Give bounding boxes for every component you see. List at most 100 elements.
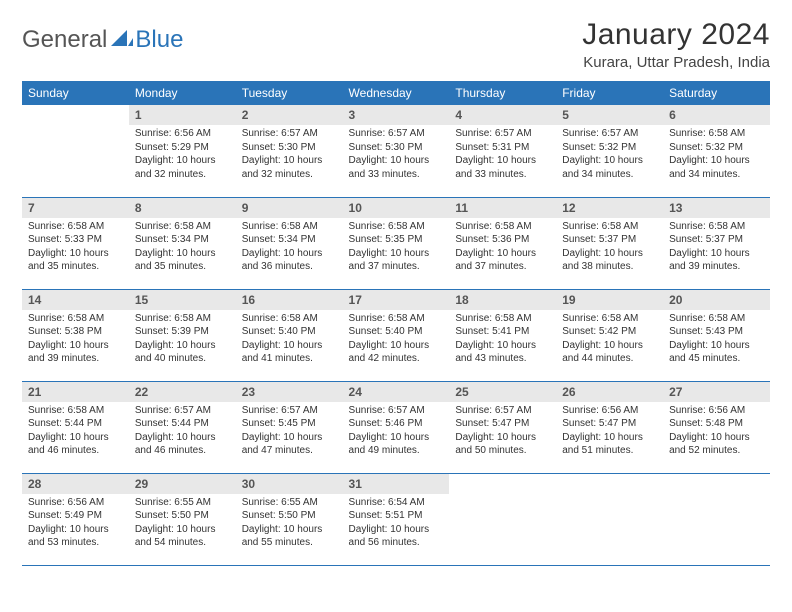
sunset-text: Sunset: 5:34 PM (242, 233, 337, 247)
sunset-text: Sunset: 5:32 PM (669, 141, 764, 155)
sunrise-text: Sunrise: 6:58 AM (242, 220, 337, 234)
day-number: 23 (236, 382, 343, 402)
day-info: Sunrise: 6:57 AMSunset: 5:44 PMDaylight:… (129, 402, 236, 462)
sunset-text: Sunset: 5:48 PM (669, 417, 764, 431)
sunset-text: Sunset: 5:50 PM (242, 509, 337, 523)
calendar-day-cell: 18Sunrise: 6:58 AMSunset: 5:41 PMDayligh… (449, 289, 556, 381)
daylight-text: Daylight: 10 hours and 52 minutes. (669, 431, 764, 458)
day-info: Sunrise: 6:58 AMSunset: 5:35 PMDaylight:… (343, 218, 450, 278)
day-info: Sunrise: 6:58 AMSunset: 5:42 PMDaylight:… (556, 310, 663, 370)
calendar-day-cell: 25Sunrise: 6:57 AMSunset: 5:47 PMDayligh… (449, 381, 556, 473)
weekday-header: Tuesday (236, 81, 343, 105)
day-number: 22 (129, 382, 236, 402)
day-number: 29 (129, 474, 236, 494)
sunset-text: Sunset: 5:37 PM (669, 233, 764, 247)
daylight-text: Daylight: 10 hours and 46 minutes. (28, 431, 123, 458)
calendar-day-cell: 1Sunrise: 6:56 AMSunset: 5:29 PMDaylight… (129, 105, 236, 197)
day-info: Sunrise: 6:57 AMSunset: 5:32 PMDaylight:… (556, 125, 663, 185)
calendar-day-cell: 23Sunrise: 6:57 AMSunset: 5:45 PMDayligh… (236, 381, 343, 473)
day-info: Sunrise: 6:58 AMSunset: 5:36 PMDaylight:… (449, 218, 556, 278)
sunset-text: Sunset: 5:37 PM (562, 233, 657, 247)
calendar-day-cell: 6Sunrise: 6:58 AMSunset: 5:32 PMDaylight… (663, 105, 770, 197)
calendar-day-cell (22, 105, 129, 197)
sunrise-text: Sunrise: 6:58 AM (135, 220, 230, 234)
day-info: Sunrise: 6:57 AMSunset: 5:31 PMDaylight:… (449, 125, 556, 185)
calendar-week-row: 21Sunrise: 6:58 AMSunset: 5:44 PMDayligh… (22, 381, 770, 473)
sunset-text: Sunset: 5:50 PM (135, 509, 230, 523)
sunset-text: Sunset: 5:39 PM (135, 325, 230, 339)
sunset-text: Sunset: 5:46 PM (349, 417, 444, 431)
day-number: 9 (236, 198, 343, 218)
sunrise-text: Sunrise: 6:56 AM (669, 404, 764, 418)
calendar-day-cell: 14Sunrise: 6:58 AMSunset: 5:38 PMDayligh… (22, 289, 129, 381)
calendar-day-cell: 17Sunrise: 6:58 AMSunset: 5:40 PMDayligh… (343, 289, 450, 381)
sunset-text: Sunset: 5:51 PM (349, 509, 444, 523)
day-number: 28 (22, 474, 129, 494)
sunrise-text: Sunrise: 6:58 AM (669, 312, 764, 326)
day-info: Sunrise: 6:56 AMSunset: 5:29 PMDaylight:… (129, 125, 236, 185)
day-number: 20 (663, 290, 770, 310)
day-number: 13 (663, 198, 770, 218)
title-block: January 2024 Kurara, Uttar Pradesh, Indi… (582, 18, 770, 71)
day-number: 25 (449, 382, 556, 402)
sunset-text: Sunset: 5:36 PM (455, 233, 550, 247)
weekday-header-row: Sunday Monday Tuesday Wednesday Thursday… (22, 81, 770, 105)
weekday-header: Wednesday (343, 81, 450, 105)
calendar-day-cell (449, 473, 556, 565)
day-info: Sunrise: 6:56 AMSunset: 5:49 PMDaylight:… (22, 494, 129, 554)
calendar-day-cell: 29Sunrise: 6:55 AMSunset: 5:50 PMDayligh… (129, 473, 236, 565)
daylight-text: Daylight: 10 hours and 33 minutes. (455, 154, 550, 181)
sunrise-text: Sunrise: 6:57 AM (349, 404, 444, 418)
day-info: Sunrise: 6:58 AMSunset: 5:39 PMDaylight:… (129, 310, 236, 370)
calendar-day-cell (663, 473, 770, 565)
weekday-header: Thursday (449, 81, 556, 105)
calendar-day-cell: 28Sunrise: 6:56 AMSunset: 5:49 PMDayligh… (22, 473, 129, 565)
brand-part1: General (22, 26, 107, 54)
daylight-text: Daylight: 10 hours and 39 minutes. (28, 339, 123, 366)
daylight-text: Daylight: 10 hours and 42 minutes. (349, 339, 444, 366)
calendar-week-row: 14Sunrise: 6:58 AMSunset: 5:38 PMDayligh… (22, 289, 770, 381)
sunrise-text: Sunrise: 6:58 AM (669, 127, 764, 141)
sunrise-text: Sunrise: 6:58 AM (135, 312, 230, 326)
sunset-text: Sunset: 5:29 PM (135, 141, 230, 155)
daylight-text: Daylight: 10 hours and 37 minutes. (349, 247, 444, 274)
daylight-text: Daylight: 10 hours and 32 minutes. (242, 154, 337, 181)
sunset-text: Sunset: 5:40 PM (242, 325, 337, 339)
calendar-day-cell: 21Sunrise: 6:58 AMSunset: 5:44 PMDayligh… (22, 381, 129, 473)
day-info: Sunrise: 6:54 AMSunset: 5:51 PMDaylight:… (343, 494, 450, 554)
day-number: 21 (22, 382, 129, 402)
calendar-day-cell: 22Sunrise: 6:57 AMSunset: 5:44 PMDayligh… (129, 381, 236, 473)
day-number: 8 (129, 198, 236, 218)
brand-logo: General Blue (22, 18, 183, 54)
daylight-text: Daylight: 10 hours and 44 minutes. (562, 339, 657, 366)
day-number: 12 (556, 198, 663, 218)
daylight-text: Daylight: 10 hours and 46 minutes. (135, 431, 230, 458)
sunset-text: Sunset: 5:45 PM (242, 417, 337, 431)
day-number: 7 (22, 198, 129, 218)
weekday-header: Sunday (22, 81, 129, 105)
location-label: Kurara, Uttar Pradesh, India (582, 54, 770, 71)
sunrise-text: Sunrise: 6:56 AM (28, 496, 123, 510)
daylight-text: Daylight: 10 hours and 33 minutes. (349, 154, 444, 181)
calendar-day-cell: 9Sunrise: 6:58 AMSunset: 5:34 PMDaylight… (236, 197, 343, 289)
day-number (663, 474, 770, 480)
day-info: Sunrise: 6:58 AMSunset: 5:41 PMDaylight:… (449, 310, 556, 370)
calendar-day-cell: 12Sunrise: 6:58 AMSunset: 5:37 PMDayligh… (556, 197, 663, 289)
daylight-text: Daylight: 10 hours and 34 minutes. (562, 154, 657, 181)
day-number (449, 474, 556, 480)
sunset-text: Sunset: 5:38 PM (28, 325, 123, 339)
sunset-text: Sunset: 5:44 PM (135, 417, 230, 431)
sunset-text: Sunset: 5:35 PM (349, 233, 444, 247)
day-info: Sunrise: 6:57 AMSunset: 5:46 PMDaylight:… (343, 402, 450, 462)
sunrise-text: Sunrise: 6:58 AM (562, 312, 657, 326)
sunrise-text: Sunrise: 6:57 AM (135, 404, 230, 418)
day-number: 30 (236, 474, 343, 494)
day-number: 2 (236, 105, 343, 125)
day-number (556, 474, 663, 480)
sunrise-text: Sunrise: 6:57 AM (242, 404, 337, 418)
day-number: 24 (343, 382, 450, 402)
day-number: 18 (449, 290, 556, 310)
sunrise-text: Sunrise: 6:55 AM (242, 496, 337, 510)
day-info: Sunrise: 6:56 AMSunset: 5:47 PMDaylight:… (556, 402, 663, 462)
daylight-text: Daylight: 10 hours and 56 minutes. (349, 523, 444, 550)
